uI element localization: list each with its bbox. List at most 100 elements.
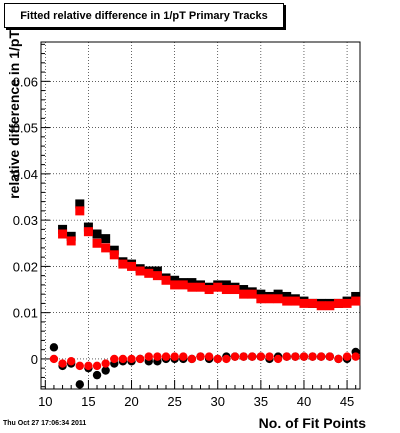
- data-point-square: [247, 289, 257, 299]
- data-point-square: [83, 227, 93, 237]
- data-point-square: [282, 291, 292, 301]
- data-point-square: [58, 224, 68, 234]
- y-axis-label: relative difference in 1/pT: [6, 30, 22, 199]
- data-point-circle: [144, 352, 153, 361]
- data-point-circle: [66, 357, 76, 366]
- data-point-square: [152, 271, 162, 281]
- data-point-square: [109, 250, 119, 260]
- data-point-circle: [84, 361, 93, 371]
- data-point-circle: [342, 352, 352, 361]
- y-tick-label: 0.03: [13, 213, 38, 228]
- data-point-square: [92, 229, 102, 239]
- x-tick-label: 40: [297, 394, 311, 409]
- chart-title: Fitted relative difference in 1/pT Prima…: [4, 3, 284, 28]
- data-point-square: [161, 275, 171, 285]
- x-axis-label: No. of Fit Points: [259, 415, 367, 431]
- data-point-circle: [135, 354, 145, 364]
- data-point-circle: [118, 354, 128, 364]
- data-point-circle: [161, 352, 171, 361]
- data-point-circle: [222, 354, 231, 364]
- data-point-square: [282, 296, 292, 306]
- data-point-circle: [282, 352, 291, 361]
- x-tick-label: 15: [81, 394, 95, 409]
- data-point-square: [187, 278, 197, 288]
- data-point-circle: [308, 352, 317, 361]
- y-tick-label: 0.04: [13, 167, 38, 182]
- data-point-square: [135, 266, 145, 276]
- y-tick-label: 0.01: [13, 306, 38, 321]
- data-point-square: [75, 206, 85, 216]
- data-point-circle: [291, 352, 300, 361]
- data-point-circle: [92, 361, 102, 371]
- data-point-square: [299, 298, 309, 308]
- data-point-square: [170, 280, 180, 290]
- data-point-square: [256, 294, 266, 304]
- data-point-square: [66, 236, 76, 246]
- data-point-circle: [49, 343, 59, 352]
- data-point-square: [170, 275, 180, 285]
- x-tick-label: 30: [211, 394, 225, 409]
- data-point-circle: [248, 352, 257, 361]
- data-point-circle: [101, 359, 110, 368]
- data-point-square: [213, 282, 223, 292]
- data-point-circle: [265, 352, 274, 361]
- data-point-circle: [325, 352, 335, 361]
- data-point-circle: [75, 380, 84, 389]
- data-point-circle: [153, 352, 162, 361]
- data-point-circle: [351, 352, 360, 361]
- data-point-circle: [239, 352, 248, 361]
- data-point-square: [230, 285, 240, 295]
- data-point-square: [351, 291, 361, 301]
- data-point-square: [221, 280, 231, 290]
- data-point-square: [66, 231, 76, 241]
- data-point-circle: [75, 361, 84, 371]
- data-point-circle: [101, 366, 110, 375]
- data-point-square: [308, 298, 318, 308]
- data-point-square: [316, 301, 326, 311]
- data-point-square: [221, 285, 231, 295]
- data-point-circle: [204, 352, 214, 361]
- data-point-circle: [334, 354, 343, 364]
- data-point-circle: [273, 354, 283, 364]
- data-point-circle: [170, 352, 179, 361]
- data-point-square: [239, 289, 249, 299]
- x-tick-label: 25: [167, 394, 181, 409]
- data-point-square: [92, 238, 102, 248]
- timestamp: Thu Oct 27 17:06:34 2011: [3, 420, 87, 427]
- data-point-square: [83, 222, 93, 232]
- data-point-square: [118, 259, 128, 269]
- x-tick-label: 35: [254, 394, 268, 409]
- data-point-circle: [110, 354, 119, 364]
- grid-lines: [41, 42, 360, 389]
- data-point-square: [152, 266, 162, 276]
- data-point-square: [204, 285, 214, 295]
- data-point-circle: [230, 352, 240, 361]
- data-point-square: [342, 298, 352, 308]
- data-point-square: [273, 289, 283, 299]
- data-point-circle: [317, 352, 326, 361]
- y-tick-label: 0.05: [13, 121, 38, 136]
- data-point-square: [256, 289, 266, 299]
- data-point-circle: [92, 370, 102, 380]
- data-point-circle: [187, 354, 197, 364]
- data-point-square: [101, 234, 111, 244]
- data-point-square: [264, 294, 274, 304]
- tick-labels: 10 15 20 25 30 35 40 45 0 0.01 0.02 0.03 0.04 0.05 0.0…: [13, 74, 355, 409]
- x-tick-label: 20: [124, 394, 138, 409]
- data-points: [49, 199, 361, 389]
- data-point-square: [196, 282, 205, 292]
- data-point-square: [333, 298, 343, 308]
- data-point-circle: [49, 354, 59, 364]
- x-tick-label: 10: [38, 394, 52, 409]
- y-tick-label: 0.06: [13, 74, 38, 89]
- tick-marks: [41, 43, 357, 389]
- data-point-square: [325, 301, 335, 311]
- data-point-square: [75, 199, 85, 209]
- y-tick-label: 0.02: [13, 259, 38, 274]
- data-point-square: [178, 280, 188, 290]
- data-point-square: [58, 229, 68, 239]
- data-point-circle: [58, 359, 67, 368]
- x-tick-label: 45: [340, 394, 354, 409]
- data-point-circle: [127, 354, 136, 364]
